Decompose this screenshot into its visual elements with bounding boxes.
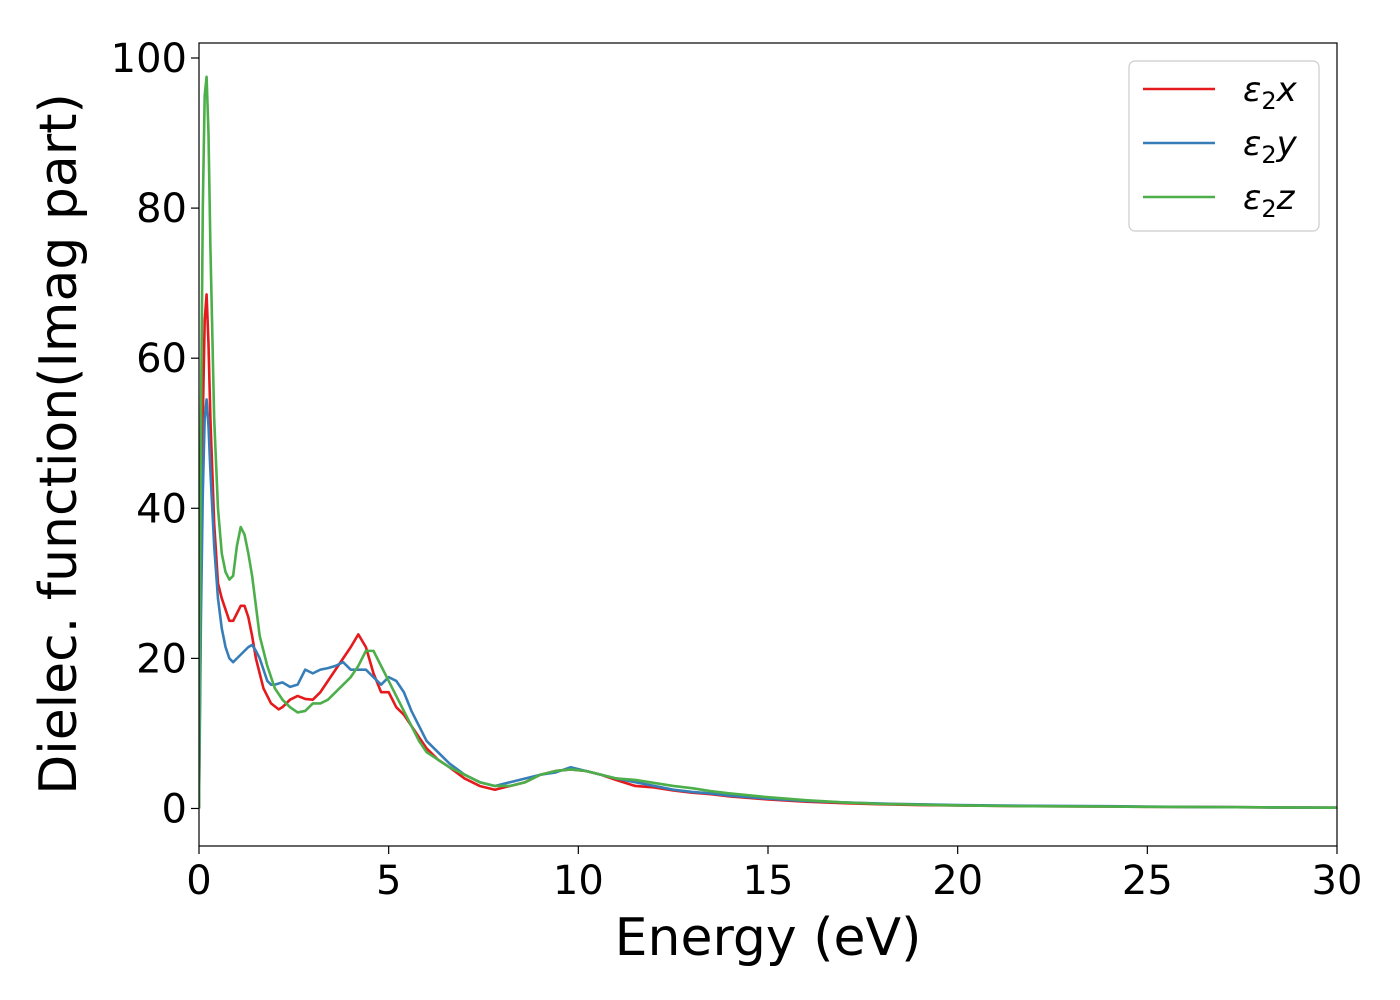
legend: ε2x ε2y ε2z	[1128, 60, 1320, 232]
x-tick-label: 0	[186, 858, 211, 904]
x-tick-label: 10	[553, 858, 604, 904]
y-tick-label: 20	[136, 636, 187, 682]
y-tick-label: 0	[162, 786, 187, 832]
x-tick-label: 20	[932, 858, 983, 904]
series-line-y	[199, 398, 1337, 810]
x-tick-label: 25	[1122, 858, 1173, 904]
series-line-z	[199, 75, 1337, 810]
x-tick-label: 5	[376, 858, 401, 904]
legend-label: ε2x	[1243, 70, 1298, 115]
x-axis: 0 5 10 15 20 25 30	[186, 846, 1362, 904]
y-tick-label: 60	[136, 336, 187, 382]
x-axis-label: Energy (eV)	[615, 908, 922, 968]
legend-label: ε2z	[1243, 178, 1296, 223]
x-tick-label: 30	[1312, 858, 1363, 904]
y-axis: 0 20 40 60 80 100	[111, 36, 199, 832]
y-axis-label: Dielec. function(Imag part)	[29, 93, 89, 795]
y-tick-label: 100	[111, 36, 187, 82]
y-tick-label: 40	[136, 486, 187, 532]
x-tick-label: 15	[743, 858, 794, 904]
series-lines	[199, 75, 1337, 810]
legend-label: ε2y	[1243, 124, 1298, 169]
legend-box	[1128, 60, 1320, 232]
y-tick-label: 80	[136, 186, 187, 232]
